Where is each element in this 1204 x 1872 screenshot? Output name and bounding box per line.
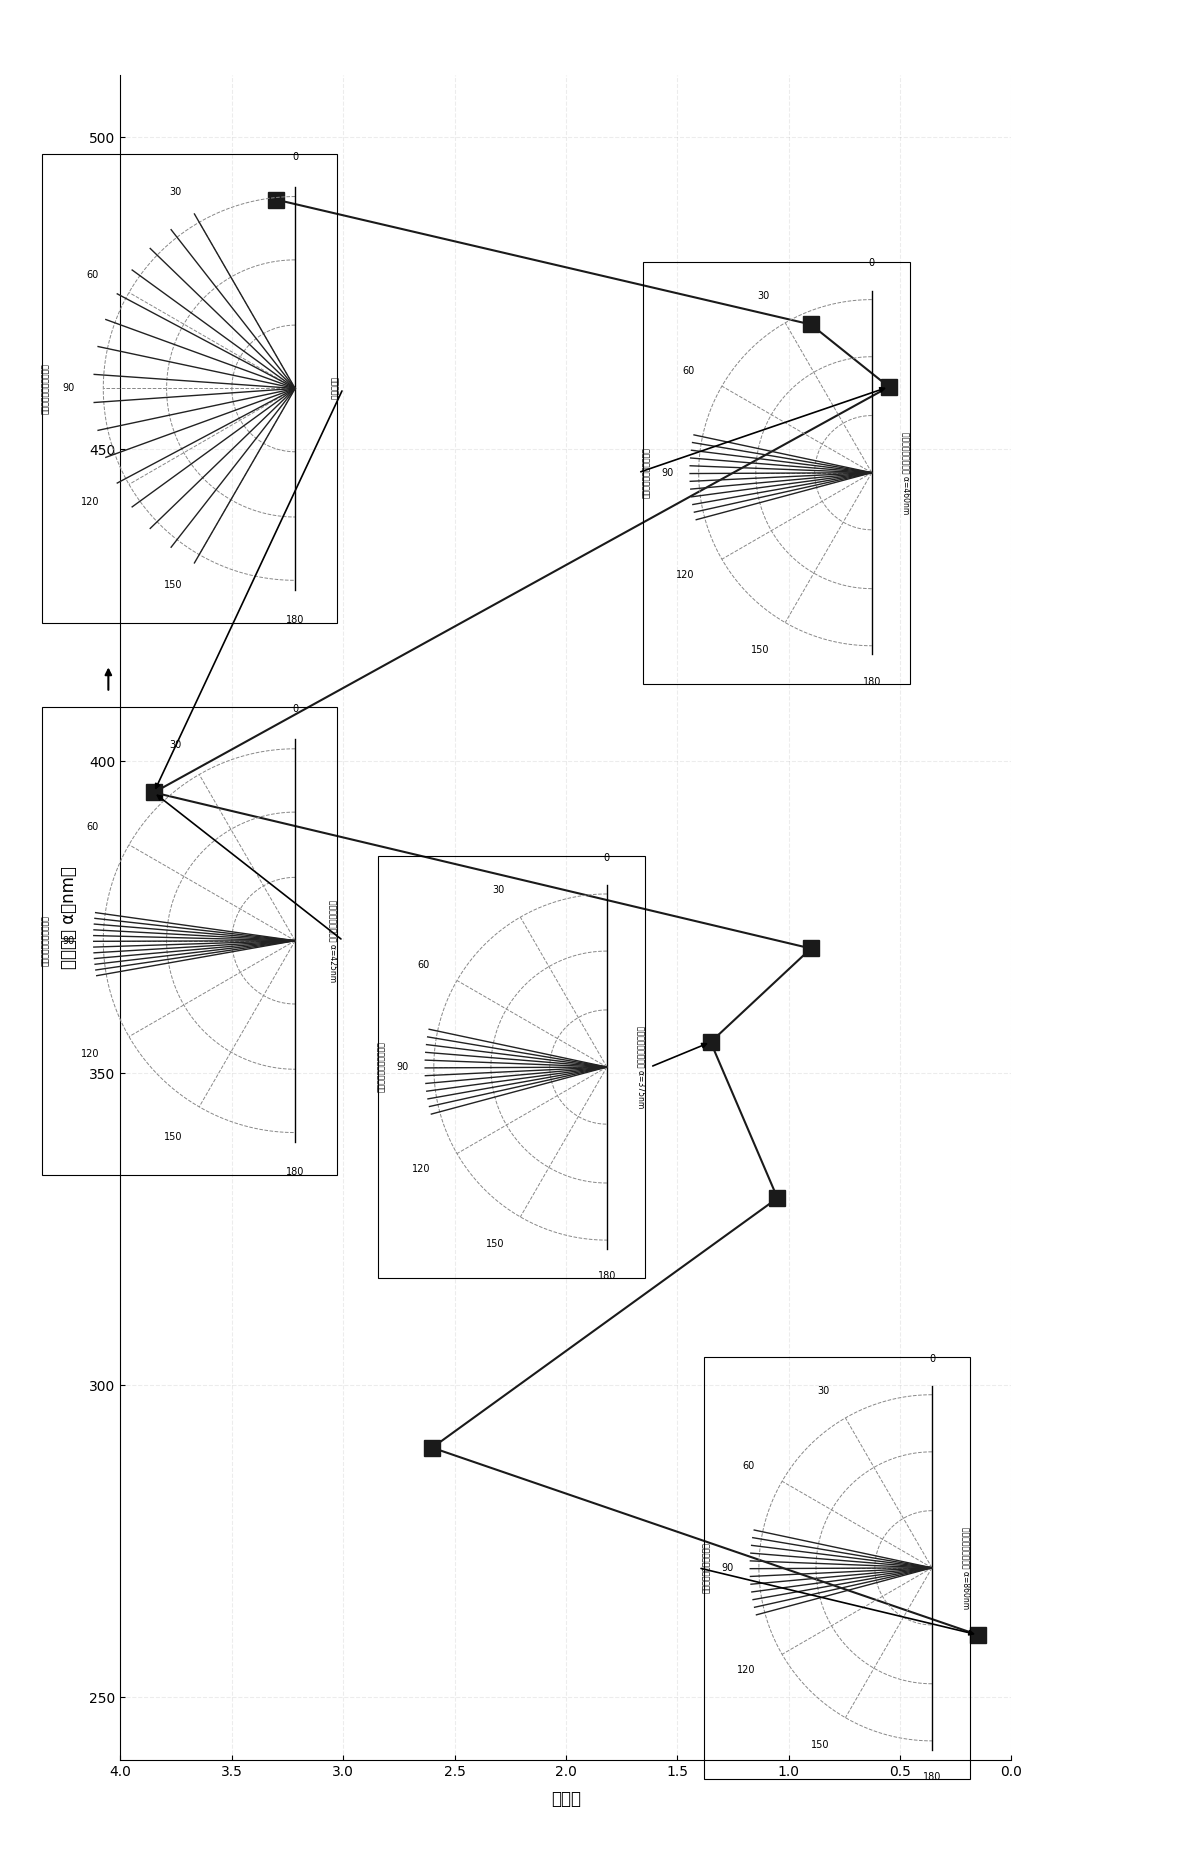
Text: 150: 150 xyxy=(486,1239,504,1249)
Text: 120: 120 xyxy=(81,496,99,507)
Text: 30: 30 xyxy=(170,739,182,749)
Text: 30: 30 xyxy=(818,1385,830,1397)
Text: 30: 30 xyxy=(492,885,504,895)
Text: 0: 0 xyxy=(929,1353,936,1363)
Text: 90: 90 xyxy=(63,936,75,945)
Text: 光子晶体的晶格常数 α=375nm: 光子晶体的晶格常数 α=375nm xyxy=(637,1026,647,1108)
Text: （光强度）辐射强度分布: （光强度）辐射强度分布 xyxy=(41,915,51,966)
Text: 60: 60 xyxy=(87,270,99,281)
Text: 30: 30 xyxy=(757,290,769,301)
X-axis label: 折射率: 折射率 xyxy=(551,1790,580,1808)
Text: 60: 60 xyxy=(418,960,430,970)
Text: 120: 120 xyxy=(81,1048,99,1060)
Text: （光强度）辐射强度分布: （光强度）辐射强度分布 xyxy=(377,1041,386,1093)
Text: （光强度）辐射强度分布: （光强度）辐射强度分布 xyxy=(642,447,651,498)
Text: 180: 180 xyxy=(287,1166,305,1177)
Text: （光强度）辐射强度分布: （光强度）辐射强度分布 xyxy=(702,1543,712,1593)
Text: 150: 150 xyxy=(164,580,182,590)
Y-axis label: 晶格常数 α（nm）: 晶格常数 α（nm） xyxy=(60,867,78,968)
Text: 180: 180 xyxy=(597,1271,616,1280)
Text: 光子晶体的晶格常数 α=460nm: 光子晶体的晶格常数 α=460nm xyxy=(902,432,911,513)
Text: 180: 180 xyxy=(287,614,305,625)
Text: 光子晶体的晶格常数 α=425nm: 光子晶体的晶格常数 α=425nm xyxy=(329,900,338,981)
Text: 60: 60 xyxy=(743,1460,755,1471)
Text: 光子晶体的晶格常数 α=860nm: 光子晶体的晶格常数 α=860nm xyxy=(962,1528,972,1608)
Text: 90: 90 xyxy=(63,384,75,393)
Text: 无光子晶体: 无光子晶体 xyxy=(329,376,338,401)
Text: 60: 60 xyxy=(87,822,99,833)
Text: 0: 0 xyxy=(293,152,299,163)
Text: 120: 120 xyxy=(737,1664,755,1675)
Text: 180: 180 xyxy=(922,1773,942,1782)
Text: 120: 120 xyxy=(412,1164,430,1174)
Text: 90: 90 xyxy=(396,1061,409,1073)
Text: 0: 0 xyxy=(293,704,299,715)
Text: 150: 150 xyxy=(751,644,769,655)
Text: 60: 60 xyxy=(683,365,695,376)
Text: 180: 180 xyxy=(862,678,881,687)
Text: 120: 120 xyxy=(677,569,695,580)
Text: 90: 90 xyxy=(721,1563,734,1572)
Text: 0: 0 xyxy=(869,258,875,268)
Text: 150: 150 xyxy=(164,1133,182,1142)
Text: 30: 30 xyxy=(170,187,182,197)
Text: 150: 150 xyxy=(811,1739,830,1750)
Text: （光强度）辐射强度分布: （光强度）辐射强度分布 xyxy=(41,363,51,414)
Text: 0: 0 xyxy=(604,854,610,863)
Text: 90: 90 xyxy=(661,468,674,477)
